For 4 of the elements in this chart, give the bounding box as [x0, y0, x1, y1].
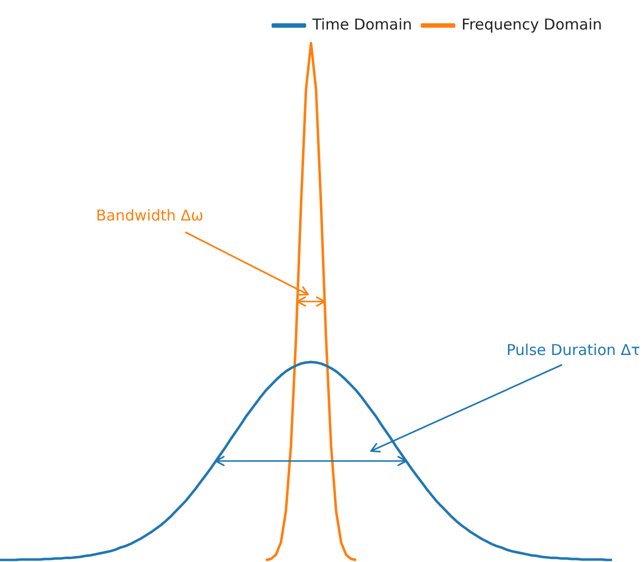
legend-label: Frequency Domain: [462, 15, 602, 34]
annotation: Pulse Duration Δτ: [506, 340, 640, 359]
annotation: Bandwidth Δω: [96, 206, 204, 224]
legend-label: Time Domain: [311, 15, 412, 34]
